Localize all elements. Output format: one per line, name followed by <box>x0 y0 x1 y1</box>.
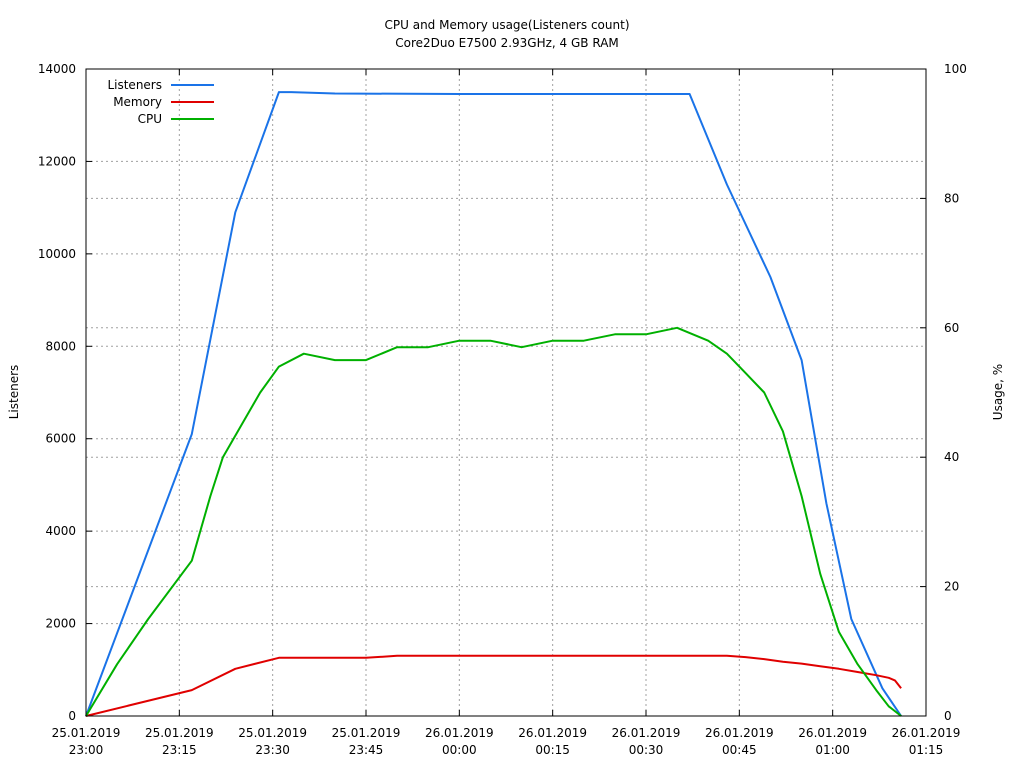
y-tick-label: 12000 <box>38 154 76 168</box>
y-tick-label: 0 <box>68 709 76 723</box>
y-tick-label: 14000 <box>38 62 76 76</box>
y2-tick-label: 20 <box>944 580 959 594</box>
x-tick-label-date: 25.01.2019 <box>332 726 401 740</box>
series-line-listeners <box>85 91 902 717</box>
legend-label-memory: Memory <box>113 95 162 109</box>
x-tick-label-date: 25.01.2019 <box>238 726 307 740</box>
y-tick-label: 10000 <box>38 247 76 261</box>
chart-title: CPU and Memory usage(Listeners count) <box>385 18 630 32</box>
x-tick-label-date: 26.01.2019 <box>798 726 867 740</box>
x-tick-label-time: 01:15 <box>909 743 944 757</box>
series-line-cpu <box>85 326 902 717</box>
y-tick-label: 2000 <box>45 617 76 631</box>
x-tick-label-time: 23:15 <box>162 743 197 757</box>
x-tick-label-date: 25.01.2019 <box>52 726 121 740</box>
x-tick-label-time: 23:00 <box>69 743 104 757</box>
x-tick-label-date: 25.01.2019 <box>145 726 214 740</box>
x-tick-label-time: 23:45 <box>349 743 384 757</box>
x-tick-label-date: 26.01.2019 <box>425 726 494 740</box>
x-tick-label-date: 26.01.2019 <box>705 726 774 740</box>
grid <box>86 69 926 716</box>
x-tick-label-time: 23:30 <box>255 743 290 757</box>
x-tick-label-time: 01:00 <box>815 743 850 757</box>
series-line-memory <box>85 654 902 717</box>
legend-label-listeners: Listeners <box>107 78 162 92</box>
x-tick-label-time: 00:45 <box>722 743 757 757</box>
x-tick-label-time: 00:00 <box>442 743 477 757</box>
y2-tick-label: 60 <box>944 321 959 335</box>
y-tick-label: 4000 <box>45 524 76 538</box>
x-tick-label-time: 00:30 <box>629 743 664 757</box>
y-axis-label: Listeners <box>7 365 21 420</box>
legend: Listeners Memory CPU <box>107 78 214 126</box>
chart-subtitle: Core2Duo E7500 2.93GHz, 4 GB RAM <box>395 36 619 50</box>
y2-tick-label: 40 <box>944 450 959 464</box>
y-tick-label: 8000 <box>45 339 76 353</box>
x-tick-label-date: 26.01.2019 <box>892 726 961 740</box>
y2-tick-label: 0 <box>944 709 952 723</box>
x-tick-label-time: 00:15 <box>535 743 570 757</box>
x-tick-label-date: 26.01.2019 <box>612 726 681 740</box>
legend-label-cpu: CPU <box>138 112 162 126</box>
y2-tick-label: 100 <box>944 62 967 76</box>
series-layer <box>85 91 902 717</box>
plot-frame <box>85 68 927 717</box>
axes: 25.01.2019 23:00 25.01.2019 23:15 25.01.2019… <box>38 62 967 757</box>
x-tick-label-date: 26.01.2019 <box>518 726 587 740</box>
y2-tick-label: 80 <box>944 191 959 205</box>
y2-axis-label: Usage, % <box>991 364 1005 420</box>
y-tick-label: 6000 <box>45 432 76 446</box>
